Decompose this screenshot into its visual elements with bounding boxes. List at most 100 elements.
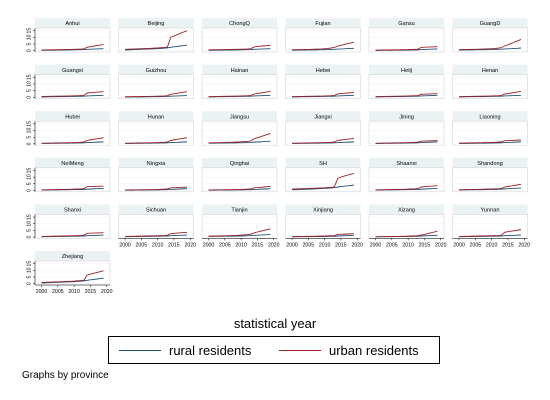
series-line-urban-hubei <box>41 137 104 144</box>
series-line-urban-sh <box>292 172 355 190</box>
y-tick-label-hubei-10: 10 <box>27 128 33 134</box>
panel-liaoning: Liaoning <box>452 111 528 146</box>
y-tick-label-guangxi-0: 0 <box>27 96 33 99</box>
panel-title-sh: SH <box>319 161 327 167</box>
panel-plot-area-shaanxi <box>368 167 445 193</box>
panel-strip-sichuan <box>118 204 194 215</box>
panel-title-qinghai: Qinghai <box>230 161 249 167</box>
panel-title-jiangxi: Jiangxi <box>314 114 331 120</box>
panel-strip-shandong <box>452 157 528 168</box>
panel-strip-heilj <box>369 64 444 75</box>
panel-strip-shanxi <box>35 204 110 215</box>
x-tick-label-yunnan-2005: 2005 <box>470 242 482 248</box>
panel-strip-jiangxi <box>285 111 361 122</box>
series-line-urban-sichuan <box>125 231 188 237</box>
panel-strip-guizhou <box>118 64 194 75</box>
panel-strip-jiangsu <box>202 111 277 122</box>
y-tick-label-neimeng-5: 5 <box>27 182 33 185</box>
panel-strip-qinghai <box>202 157 277 168</box>
x-tick-label-tianjin-2015: 2015 <box>252 242 264 248</box>
panel-title-fujian: Fujian <box>315 21 330 27</box>
x-tick-label-tianjin-2020: 2020 <box>268 242 280 248</box>
panel-title-chongq: ChongQ <box>229 21 250 27</box>
series-line-urban-xinjiang <box>292 233 354 237</box>
series-line-urban-beijing <box>125 30 188 50</box>
series-line-urban-hunan <box>125 137 188 144</box>
panel-plot-area-hunan <box>118 120 194 146</box>
x-tick-label-yunnan-2010: 2010 <box>486 242 498 248</box>
series-line-urban-ningxia <box>125 186 187 191</box>
x-tick-label-sichuan-2020: 2020 <box>184 242 196 248</box>
panel-xizang: Xizang 2000 2005 2010 2015 2020 <box>368 204 447 248</box>
x-tick-label-xinjiang-2015: 2015 <box>335 242 347 248</box>
panel-strip-yunnan <box>452 204 528 215</box>
panel-strip-henan <box>452 64 528 75</box>
series-line-urban-heilj <box>375 93 438 98</box>
y-tick-label-neimeng-0: 0 <box>27 189 33 192</box>
panel-strip-zhejiang <box>35 251 110 261</box>
series-line-urban-liaoning <box>459 139 521 144</box>
series-line-urban-chongq <box>208 44 271 51</box>
panel-plot-area-hebei <box>285 74 361 99</box>
series-line-urban-zhejiang <box>41 270 104 283</box>
panel-shandong: Shandong <box>452 157 528 193</box>
panel-title-heilj: Heilj <box>401 68 412 74</box>
legend-item-rural: rural residents <box>119 337 251 363</box>
panel-heilj: Heilj <box>368 64 445 99</box>
panel-strip-gansu <box>369 18 444 28</box>
y-tick-label-zhejiang-10: 10 <box>27 267 33 273</box>
y-tick-label-anhui-15: 15 <box>27 28 33 34</box>
series-line-urban-jining <box>375 140 438 144</box>
panel-strip-shaanxi <box>369 157 444 168</box>
panel-plot-area-shandong <box>452 167 528 193</box>
panel-title-gansu: Gansu <box>398 21 414 27</box>
y-tick-label-shanxi-0: 0 <box>27 236 33 239</box>
series-line-urban-xizang <box>375 230 438 238</box>
panel-jiangsu: Jiangsu <box>201 111 278 146</box>
x-tick-label-yunnan-2015: 2015 <box>502 242 514 248</box>
panel-title-liaoning: Liaoning <box>479 114 500 120</box>
panel-strip-guangxi <box>35 64 110 75</box>
panel-title-sichuan: Sichuan <box>146 208 166 214</box>
panel-strip-sh <box>285 157 361 168</box>
y-tick-label-neimeng-10: 10 <box>27 174 33 180</box>
x-tick-label-zhejiang-2000: 2000 <box>36 289 48 295</box>
series-line-urban-hainan <box>208 90 271 98</box>
panel-guizhou: Guizhou <box>118 64 194 99</box>
y-tick-label-zhejiang-5: 5 <box>27 275 33 278</box>
y-tick-label-shanxi-10: 10 <box>27 221 33 227</box>
panel-plot-area-xizang <box>368 214 445 239</box>
panel-title-anhui: Anhui <box>65 21 79 27</box>
series-line-urban-jiangxi <box>292 137 355 144</box>
panel-plot-area-jiangxi <box>285 120 361 146</box>
y-tick-label-hubei-5: 5 <box>27 136 33 139</box>
series-line-urban-anhui <box>41 44 104 51</box>
panel-strip-hainan <box>202 64 277 75</box>
panel-strip-liaoning <box>452 111 528 122</box>
series-line-urban-guangd <box>459 39 522 51</box>
y-tick-label-guangxi-10: 10 <box>27 81 33 87</box>
panel-gansu: Gansu <box>368 18 445 53</box>
x-tick-label-tianjin-2010: 2010 <box>235 242 247 248</box>
panel-title-guangd: GuangD <box>480 21 501 27</box>
panel-title-guizhou: Guizhou <box>146 68 167 74</box>
panel-fujian: Fujian <box>285 18 361 53</box>
panel-strip-xizang <box>369 204 444 215</box>
x-tick-label-yunnan-2020: 2020 <box>518 242 530 248</box>
panel-strip-guangd <box>452 18 528 28</box>
panel-strip-beijing <box>118 18 194 28</box>
panel-strip-xinjiang <box>285 204 361 215</box>
x-tick-label-xizang-2020: 2020 <box>435 242 447 248</box>
series-line-urban-jiangsu <box>208 133 271 144</box>
panel-shaanxi: Shaanxi <box>368 157 445 193</box>
x-tick-label-sichuan-2010: 2010 <box>152 242 164 248</box>
panel-plot-area-chongq <box>201 27 278 53</box>
series-line-rural-sh <box>292 184 355 191</box>
panel-title-shandong: Shandong <box>477 161 503 167</box>
